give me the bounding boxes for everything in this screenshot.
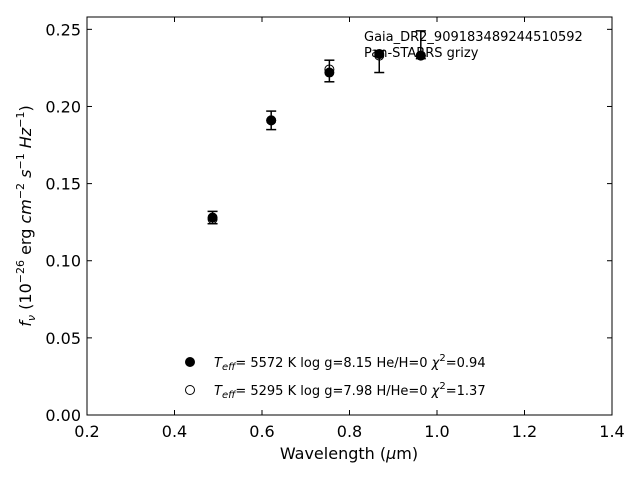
y-axis-label: fν (10−26 erg cm−2 s−1 Hz−1) [14,105,38,326]
x-tick-label: 0.2 [74,422,99,441]
legend: Teff= 5572 K log g=8.15 He/H=0 χ2=0.94 T… [185,353,486,401]
x-tick-label: 0.4 [162,422,187,441]
x-tick-label: 1.4 [599,422,624,441]
x-tick-label: 0.6 [249,422,274,441]
y-tick-label: 0.00 [45,406,81,425]
model-point-open [207,214,218,225]
object-name: Gaia_DR2_909183489244510592 [364,30,583,45]
plot-area [86,16,613,416]
legend-marker-open [185,385,195,395]
x-axis-label: Wavelength (μm) [280,444,418,463]
legend-label: Teff= 5572 K log g=8.15 He/H=0 χ2=0.94 [214,353,486,373]
legend-entry-2: Teff= 5295 K log g=7.98 H/He=0 χ2=1.37 [185,381,486,401]
model-point-filled [324,67,335,78]
model-point-open [324,64,335,75]
y-tick-label: 0.25 [45,20,81,39]
x-tick-label: 0.8 [337,422,362,441]
y-tick-label: 0.05 [45,329,81,348]
model-point-open [266,115,277,126]
y-tick-label: 0.10 [45,252,81,271]
model-point-open [374,50,385,61]
x-tick-label: 1.0 [424,422,449,441]
legend-entry-1: Teff= 5572 K log g=8.15 He/H=0 χ2=0.94 [185,353,486,373]
x-axis: 0.2 0.4 0.6 0.8 1.0 1.2 1.4 [74,17,625,441]
x-tick-label: 1.2 [512,422,537,441]
y-axis: 0.00 0.05 0.10 0.15 0.20 0.25 [45,20,612,425]
model-point-open [415,50,426,61]
legend-marker-filled [185,357,195,367]
model-series [207,49,426,225]
y-tick-label: 0.15 [45,175,81,194]
y-tick-label: 0.20 [45,97,81,116]
legend-label: Teff= 5295 K log g=7.98 H/He=0 χ2=1.37 [214,381,486,401]
